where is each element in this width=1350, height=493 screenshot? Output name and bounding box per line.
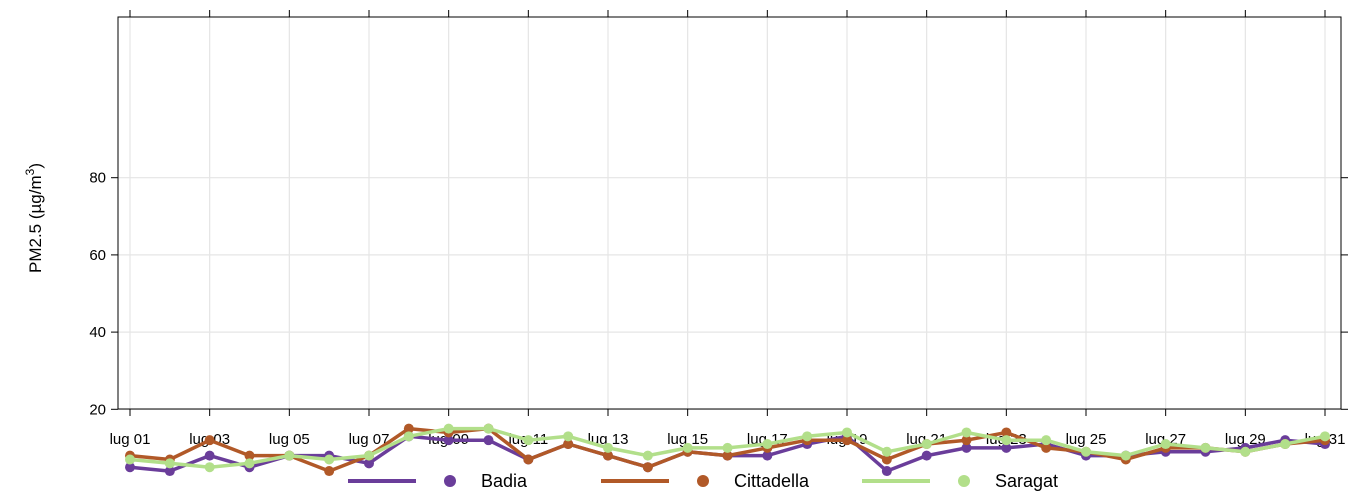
data-point-saragat — [403, 431, 414, 442]
data-point-saragat — [483, 423, 494, 434]
data-point-saragat — [443, 423, 454, 434]
data-point-saragat — [722, 442, 733, 453]
data-point-cittadella — [603, 450, 613, 461]
data-point-saragat — [682, 442, 693, 453]
data-point-badia — [204, 450, 215, 461]
data-point-saragat — [244, 458, 255, 469]
data-point-badia — [961, 442, 972, 453]
x-tick-label: lug 07 — [349, 431, 390, 448]
data-point-cittadella — [244, 450, 255, 461]
legend-swatch-point — [444, 475, 456, 487]
data-point-saragat — [1160, 439, 1171, 450]
data-point-saragat — [1041, 435, 1052, 446]
data-point-badia — [125, 462, 135, 473]
data-point-badia — [881, 466, 892, 477]
data-point-cittadella — [842, 435, 852, 446]
x-tick-label: lug 29 — [1225, 431, 1266, 448]
data-point-badia — [483, 435, 494, 446]
x-tick-label: lug 05 — [269, 431, 310, 448]
data-point-saragat — [961, 427, 972, 438]
data-point-cittadella — [722, 450, 733, 461]
data-point-saragat — [802, 431, 813, 442]
data-point-cittadella — [961, 435, 972, 446]
data-point-cittadella — [324, 466, 335, 477]
data-point-saragat — [603, 442, 613, 453]
plot-frame — [117, 16, 1342, 410]
data-point-badia — [921, 450, 932, 461]
y-tick-label: 60 — [89, 247, 106, 264]
legend-item-cittadella: Cittadella — [601, 471, 810, 491]
legend-swatch-point — [697, 475, 709, 487]
data-point-saragat — [563, 431, 574, 442]
data-point-saragat — [881, 446, 892, 457]
data-point-saragat — [523, 435, 534, 446]
y-tick-label: 40 — [89, 324, 106, 341]
data-point-badia — [1001, 442, 1012, 453]
data-point-saragat — [1280, 439, 1291, 450]
data-point-saragat — [642, 450, 653, 461]
data-point-badia — [443, 435, 454, 446]
y-axis-title: PM2.5 (µg/m3) — [23, 163, 45, 273]
data-point-saragat — [1240, 446, 1251, 457]
data-point-badia — [364, 458, 374, 469]
legend-label: Saragat — [995, 471, 1058, 491]
data-point-saragat — [1200, 442, 1211, 453]
data-point-saragat — [364, 450, 374, 461]
data-point-cittadella — [1041, 442, 1052, 453]
data-point-saragat — [204, 462, 215, 473]
legend-swatch-point — [958, 475, 970, 487]
legend: Badia Cittadella Saragat — [348, 471, 1058, 491]
data-point-saragat — [842, 427, 852, 438]
data-point-cittadella — [642, 462, 653, 473]
grid-lines — [118, 17, 1341, 410]
data-point-saragat — [1081, 446, 1091, 457]
data-point-saragat — [164, 458, 175, 469]
data-point-cittadella — [563, 439, 574, 450]
data-point-cittadella — [881, 454, 892, 465]
data-point-saragat — [125, 454, 135, 465]
x-tick-label: lug 25 — [1066, 431, 1107, 448]
legend-label: Badia — [481, 471, 528, 491]
y-tick-label: 20 — [89, 401, 106, 418]
data-point-cittadella — [1001, 427, 1012, 438]
data-point-cittadella — [204, 435, 215, 446]
x-tick-label: lug 15 — [667, 431, 708, 448]
legend-item-saragat: Saragat — [862, 471, 1058, 491]
data-point-saragat — [762, 439, 773, 450]
data-point-saragat — [1120, 450, 1131, 461]
legend-item-badia: Badia — [348, 471, 528, 491]
axes: lug 01 lug 03 lug 05 lug 07 lug 09 lug 11 lug … — [89, 10, 1348, 448]
data-point-saragat — [1001, 435, 1012, 446]
data-point-cittadella — [523, 454, 534, 465]
data-point-saragat — [284, 450, 295, 461]
data-point-saragat — [921, 439, 932, 450]
series-layer — [125, 423, 1330, 477]
data-point-badia — [164, 466, 175, 477]
series-saragat — [125, 423, 1330, 473]
x-tick-label: lug 01 — [110, 431, 151, 448]
y-tick-label: 80 — [89, 170, 106, 187]
legend-label: Cittadella — [734, 471, 810, 491]
data-point-saragat — [324, 454, 335, 465]
data-point-cittadella — [403, 423, 414, 434]
data-point-badia — [762, 450, 773, 461]
data-point-saragat — [1320, 431, 1330, 442]
